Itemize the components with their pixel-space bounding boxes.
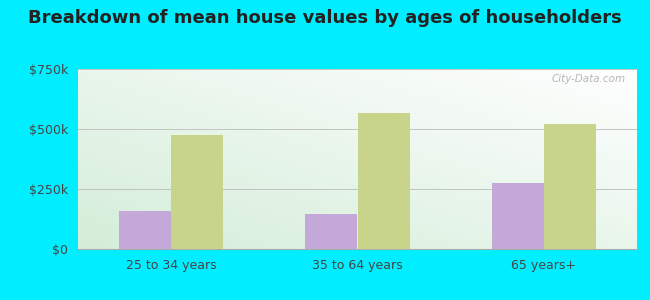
Text: City-Data.com: City-Data.com — [552, 74, 626, 84]
Bar — [358, 113, 410, 249]
Bar — [491, 183, 544, 249]
Bar — [306, 214, 358, 249]
Bar — [119, 211, 171, 249]
Bar — [171, 135, 224, 249]
Text: Breakdown of mean house values by ages of householders: Breakdown of mean house values by ages o… — [28, 9, 622, 27]
Bar — [544, 124, 596, 249]
